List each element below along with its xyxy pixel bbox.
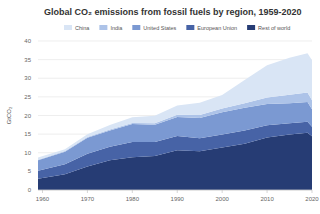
grid-line	[38, 59, 312, 60]
y-tick-label: 35	[24, 57, 31, 63]
y-tick-label: 20	[24, 113, 31, 119]
title: Global CO₂ emissions from fossil fuels b…	[44, 7, 302, 17]
y-axis-label: GtCO₂	[6, 106, 12, 124]
grid-line	[38, 41, 312, 42]
legend-swatch	[99, 25, 107, 30]
legend-swatch	[247, 25, 255, 30]
x-tick	[267, 190, 268, 193]
x-tick	[222, 190, 223, 193]
x-tick-label: 1990	[171, 196, 185, 202]
legend-label: United States	[143, 25, 176, 31]
legend-label: European Union	[197, 25, 237, 31]
areas	[38, 53, 312, 190]
legend-label: China	[75, 25, 90, 31]
legend-swatch	[132, 25, 140, 30]
x-axis-line	[38, 190, 312, 191]
y-tick-label: 40	[24, 38, 31, 44]
y-tick-label: 0	[28, 187, 32, 193]
x-tick-label: 2010	[260, 196, 274, 202]
legend-swatch	[64, 25, 72, 30]
y-tick-label: 5	[28, 168, 32, 174]
x-tick	[87, 190, 88, 193]
x-tick-label: 1960	[36, 196, 50, 202]
grid-line	[38, 190, 312, 191]
y-tick-label: 10	[24, 150, 31, 156]
area	[38, 92, 312, 160]
legend-swatch	[186, 25, 194, 30]
x-tick-label: 2020	[305, 196, 319, 202]
legend-label: Rest of world	[258, 25, 290, 31]
area	[38, 53, 312, 160]
x-tick-label: 1980	[126, 196, 140, 202]
x-tick-label: 1970	[81, 196, 95, 202]
y-tick-label: 30	[24, 75, 31, 81]
x-tick-label: 2000	[215, 196, 229, 202]
y-tick-label: 25	[24, 94, 31, 100]
chart: Global CO₂ emissions from fossil fuels b…	[0, 0, 320, 214]
y-tick-label: 15	[24, 131, 31, 137]
x-tick	[312, 190, 313, 193]
legend-label: India	[110, 25, 123, 31]
x-tick	[132, 190, 133, 193]
x-tick	[177, 190, 178, 193]
x-tick	[42, 190, 43, 193]
